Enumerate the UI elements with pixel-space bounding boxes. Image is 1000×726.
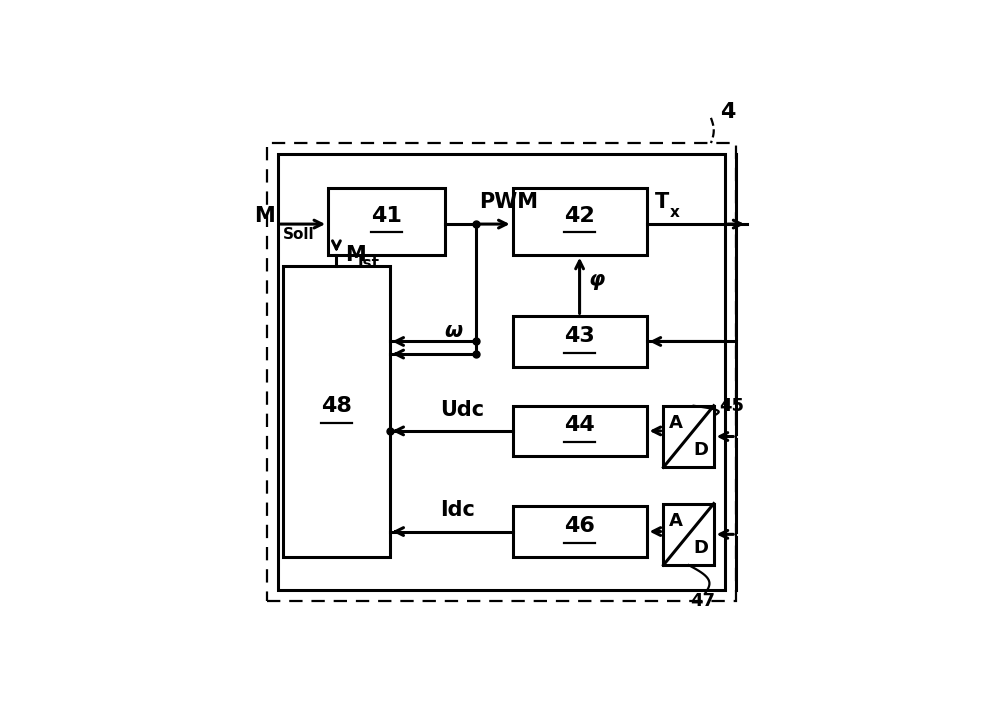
Text: 47: 47 [690,592,715,611]
Text: x: x [670,205,680,220]
Text: ω: ω [444,322,462,341]
Bar [267,143,736,601]
Text: 46: 46 [564,516,595,536]
Text: 42: 42 [564,205,595,226]
Text: D: D [694,539,709,557]
Text: M: M [254,205,275,226]
Text: 4: 4 [720,102,735,122]
Text: 41: 41 [371,205,402,226]
Bar [512,406,647,456]
Bar [283,266,390,557]
Bar [278,154,725,590]
Bar [512,188,647,255]
Text: Udc: Udc [440,400,484,420]
Text: T: T [655,192,669,212]
Text: PWM: PWM [479,192,538,212]
Bar [512,317,647,367]
Text: Soll: Soll [283,227,315,242]
Text: A: A [669,512,683,530]
Bar [512,507,647,557]
Text: Ist: Ist [358,256,380,271]
Text: 45: 45 [719,397,744,415]
Text: 48: 48 [321,396,352,416]
Text: D: D [694,441,709,459]
Bar [663,406,714,468]
Text: Idc: Idc [440,500,475,521]
Text: A: A [669,414,683,432]
Text: M: M [345,245,366,265]
Text: φ: φ [588,270,604,290]
Bar [663,504,714,565]
Text: 44: 44 [564,415,595,436]
Bar [328,188,445,255]
Text: 43: 43 [564,326,595,346]
